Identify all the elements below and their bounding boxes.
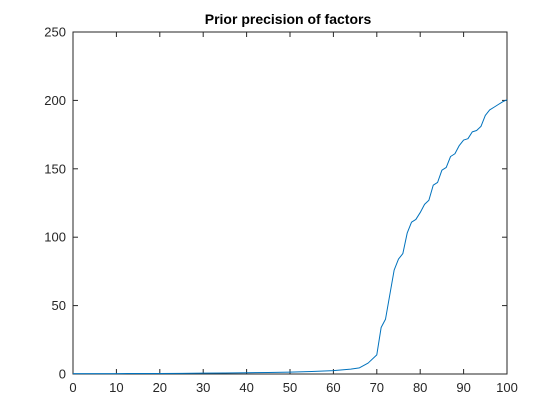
y-tick-label: 100: [44, 230, 66, 245]
x-tick-label: 50: [283, 380, 297, 395]
x-tick-label: 0: [69, 380, 76, 395]
x-tick-label: 80: [413, 380, 427, 395]
y-tick-label: 150: [44, 161, 66, 176]
y-tick-label: 0: [59, 367, 66, 382]
chart-title: Prior precision of factors: [205, 11, 372, 27]
y-tick-label: 200: [44, 93, 66, 108]
axis-ticks: 0 10 20 30 40 50 60 70 80 90 100 0 50 100 150 200 250: [44, 25, 518, 396]
x-tick-label: 30: [196, 380, 210, 395]
series-line: [73, 99, 508, 375]
x-tick-label: 90: [456, 380, 470, 395]
x-tick-label: 60: [326, 380, 340, 395]
x-tick-label: 70: [370, 380, 384, 395]
plot-area: [72, 31, 508, 375]
series-layer: [73, 99, 508, 375]
x-tick-label: 10: [109, 380, 123, 395]
y-tick-label: 50: [52, 298, 66, 313]
x-tick-label: 40: [239, 380, 253, 395]
x-tick-label: 20: [153, 380, 167, 395]
y-tick-label: 250: [44, 25, 66, 40]
x-tick-label: 100: [496, 380, 518, 395]
